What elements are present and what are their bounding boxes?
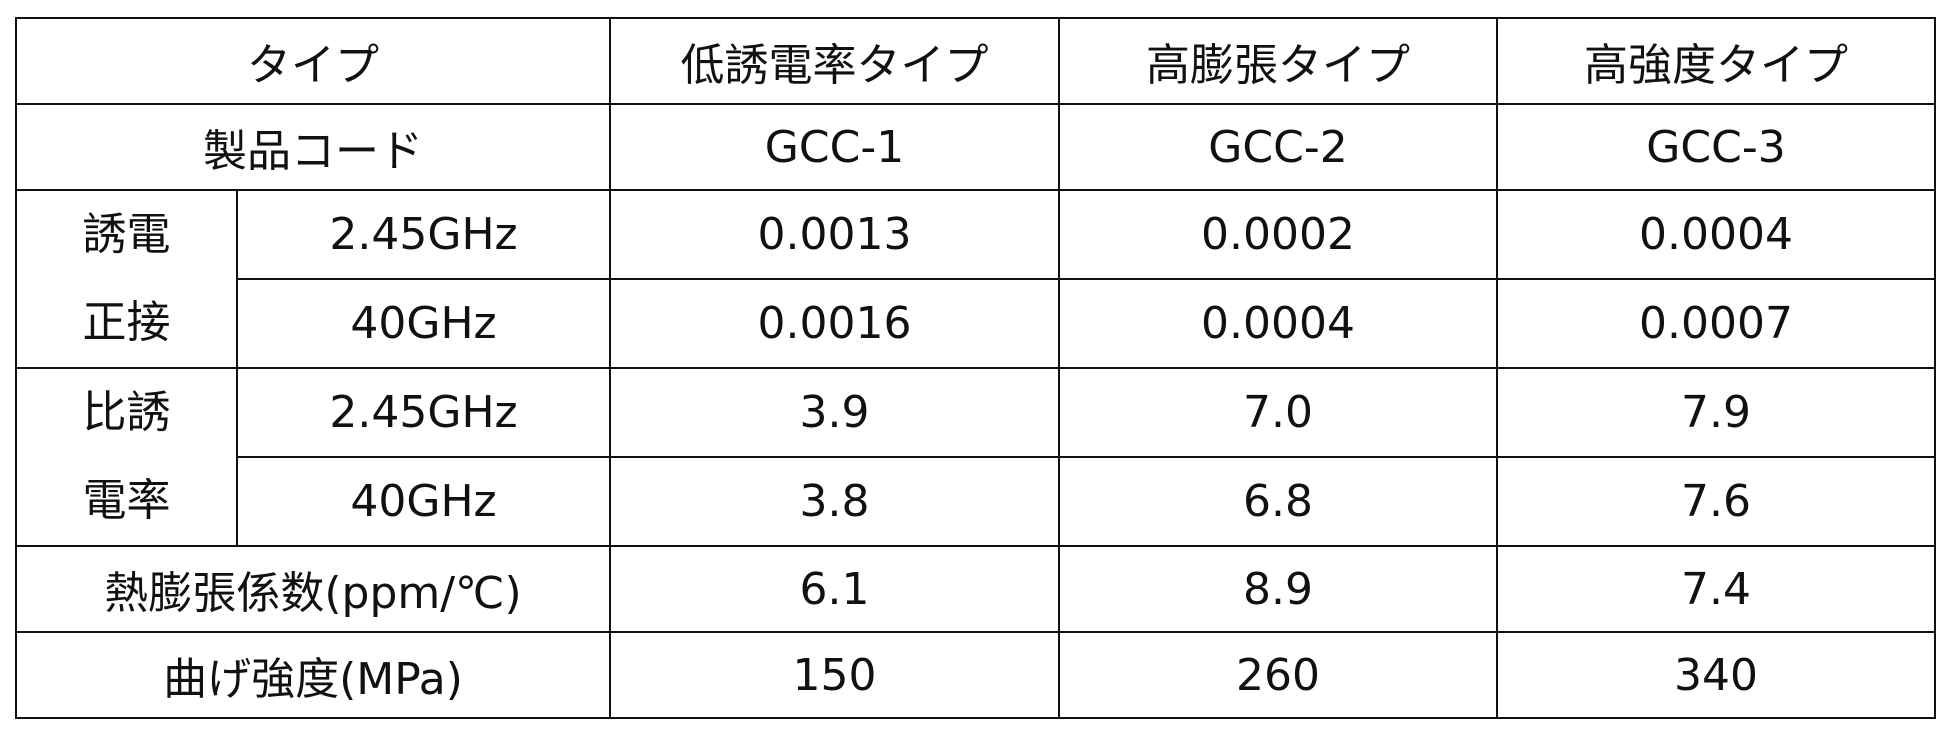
row-label: 曲げ強度(MPa) (15, 631, 611, 719)
cell: 7.9 (1496, 367, 1936, 458)
table-row: 40GHz 3.8 6.8 7.6 (16, 456, 1936, 547)
row-label: 2.45GHz (236, 367, 611, 458)
cell: GCC-2 (1058, 103, 1498, 191)
cell: GCC-1 (609, 103, 1060, 191)
spec-table: タイプ 低誘電率タイプ 高膨張タイプ 高強度タイプ 製品コード GCC-1 GCC-2 GCC… (15, 17, 1936, 719)
group-label: 比誘電率 (82, 387, 171, 526)
table-body: タイプ 低誘電率タイプ 高膨張タイプ 高強度タイプ 製品コード GCC-1 GCC-2 GCC… (15, 17, 1936, 719)
header-label: タイプ (15, 17, 611, 105)
cell: 6.8 (1058, 456, 1498, 547)
table-row: 製品コード GCC-1 GCC-2 GCC-3 (15, 103, 1936, 191)
cell: 8.9 (1058, 545, 1498, 633)
cell: 3.8 (609, 456, 1060, 547)
table-row: 誘電正接 2.45GHz 0.0013 0.0002 0.0004 (15, 189, 1936, 369)
cell: 260 (1058, 631, 1498, 719)
cell: 150 (609, 631, 1060, 719)
table-row: 比誘電率 2.45GHz 3.9 7.0 7.9 (15, 367, 1936, 547)
header-cell: 高強度タイプ (1496, 17, 1936, 105)
group-cell: 比誘電率 (15, 367, 238, 547)
cell: 0.0004 (1496, 189, 1936, 280)
cell: 340 (1496, 631, 1936, 719)
cell: 0.0016 (609, 278, 1060, 369)
row-label: 2.45GHz (236, 189, 611, 280)
row-label: 製品コード (15, 103, 611, 191)
cell: 0.0013 (609, 189, 1060, 280)
cell: 7.6 (1496, 456, 1936, 547)
cell: GCC-3 (1496, 103, 1936, 191)
row-label: 40GHz (236, 456, 611, 547)
row-label: 熱膨張係数(ppm/℃) (15, 545, 611, 633)
cell: 7.4 (1496, 545, 1936, 633)
cell: 0.0004 (1058, 278, 1498, 369)
cell: 0.0002 (1058, 189, 1498, 280)
table-row: 熱膨張係数(ppm/℃) 6.1 8.9 7.4 (15, 545, 1936, 633)
table-row: 40GHz 0.0016 0.0004 0.0007 (16, 278, 1936, 369)
table-row: タイプ 低誘電率タイプ 高膨張タイプ 高強度タイプ (15, 17, 1936, 105)
header-cell: 高膨張タイプ (1058, 17, 1498, 105)
cell: 3.9 (609, 367, 1060, 458)
header-cell: 低誘電率タイプ (609, 17, 1060, 105)
cell: 6.1 (609, 545, 1060, 633)
group-cell: 誘電正接 (15, 189, 238, 369)
table-row: 曲げ強度(MPa) 150 260 340 (15, 631, 1936, 719)
cell: 0.0007 (1496, 278, 1936, 369)
row-label: 40GHz (236, 278, 611, 369)
cell: 7.0 (1058, 367, 1498, 458)
group-label: 誘電正接 (82, 209, 171, 348)
